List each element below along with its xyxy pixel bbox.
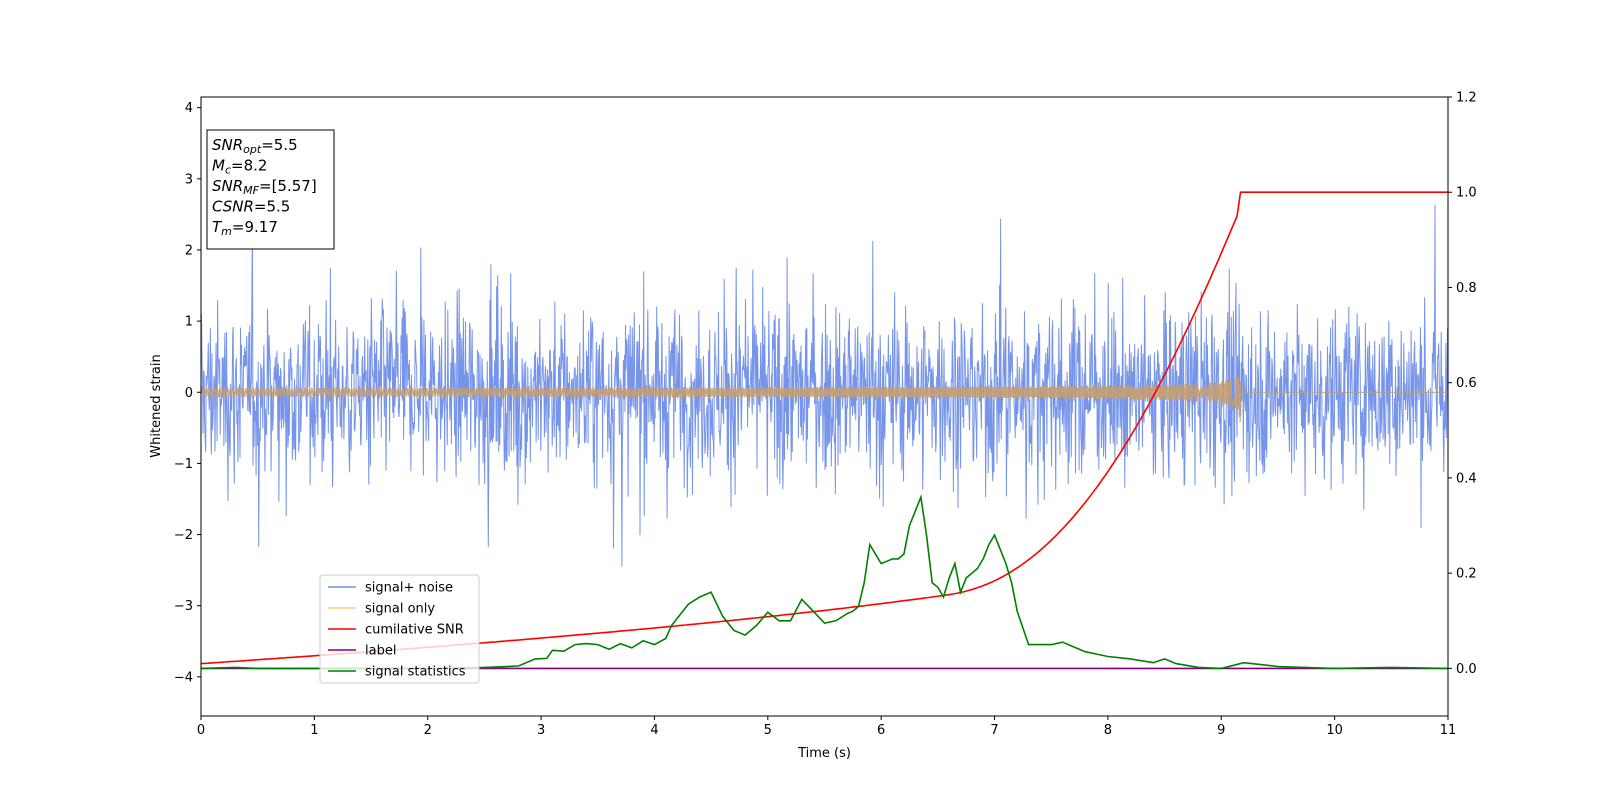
legend-entry-label: label (365, 644, 396, 659)
y-right-tick-label: 0.2 (1456, 567, 1477, 582)
annotation-line: SNRopt=5.5 (212, 136, 298, 156)
annotation-frame (206, 129, 335, 250)
series-signal-statistics (201, 493, 1448, 670)
series-signal-noise (201, 204, 1448, 567)
x-tick-label: 7 (990, 723, 998, 738)
x-axis-label: Time (s) (797, 746, 851, 761)
x-tick-label: 5 (764, 723, 772, 738)
y-right-tick-label: 0.0 (1456, 662, 1477, 677)
annotation-symbol: M (212, 157, 225, 175)
x-tick-label: 9 (1217, 723, 1225, 738)
y-right-tick-label: 0.8 (1456, 281, 1477, 296)
plot-area-frame (200, 96, 1449, 717)
annotation-value: =5.5 (254, 198, 290, 216)
x-tick-label: 2 (424, 723, 432, 738)
legend-entry-label: cumilative SNR (365, 623, 464, 638)
annotation-value: =9.17 (232, 218, 278, 236)
annotation-subscript: MF (243, 184, 259, 197)
annotation-line: CSNR=5.5 (212, 198, 290, 216)
series-signal-only (201, 375, 1448, 423)
x-tick-label: 0 (197, 723, 205, 738)
annotation-line: Tm=9.17 (212, 218, 278, 238)
annotation-symbol: T (212, 218, 223, 236)
y-right-tick-label: 1.0 (1456, 186, 1477, 201)
y-axis-right: 0.0 0.2 0.4 0.6 0.8 1.0 1.2 (1448, 91, 1477, 677)
x-tick-label: 1 (310, 723, 318, 738)
annotation-value: =5.5 (261, 136, 297, 154)
legend-entry-label: signal statistics (365, 665, 466, 680)
y-right-tick-label: 1.2 (1456, 91, 1477, 106)
y-left-tick-label: −4 (174, 670, 193, 685)
y-left-tick-label: 2 (185, 243, 193, 258)
x-tick-label: 4 (650, 723, 658, 738)
x-tick-label: 8 (1104, 723, 1112, 738)
legend: signal+ noise signal only cumilative SNR la… (319, 574, 480, 684)
annotation-line: Mc=8.2 (212, 157, 267, 177)
annotation-value: =[5.57] (259, 177, 317, 195)
y-left-tick-label: 0 (185, 386, 193, 401)
y-left-tick-label: −3 (174, 599, 193, 614)
y-right-tick-label: 0.4 (1456, 471, 1477, 486)
x-tick-label: 3 (537, 723, 545, 738)
annotation-subscript: opt (243, 143, 262, 156)
annotation-box: SNRopt=5.5Mc=8.2SNRMF=[5.57]CSNR=5.5Tm=9… (206, 129, 335, 250)
y-axis-left: −4 −3 −2 −1 0 1 2 3 4 (174, 101, 201, 685)
annotation-subscript: m (221, 225, 232, 238)
y-left-tick-label: −1 (174, 457, 193, 472)
legend-frame (319, 574, 480, 684)
y-axis-label-left: Whitened strain (149, 354, 164, 457)
annotation-symbol: SNR (212, 177, 243, 195)
y-left-tick-label: 4 (185, 101, 193, 116)
x-axis: 0 1 2 3 4 5 6 7 8 9 10 11 (197, 716, 1456, 738)
annotation-subscript: c (225, 164, 231, 177)
y-left-tick-label: −2 (174, 528, 193, 543)
x-tick-label: 11 (1440, 723, 1457, 738)
annotation-line: SNRMF=[5.57] (212, 177, 317, 197)
legend-entry-label: signal only (365, 602, 435, 617)
annotation-symbol: SNR (212, 136, 243, 154)
x-tick-label: 6 (877, 723, 885, 738)
y-right-tick-label: 0.6 (1456, 376, 1477, 391)
annotation-symbol: CSNR (212, 198, 254, 216)
x-tick-label: 10 (1326, 723, 1343, 738)
annotation-value: =8.2 (231, 157, 267, 175)
y-left-tick-label: 1 (185, 315, 193, 330)
y-left-tick-label: 3 (185, 172, 193, 187)
legend-entry-label: signal+ noise (365, 581, 453, 596)
